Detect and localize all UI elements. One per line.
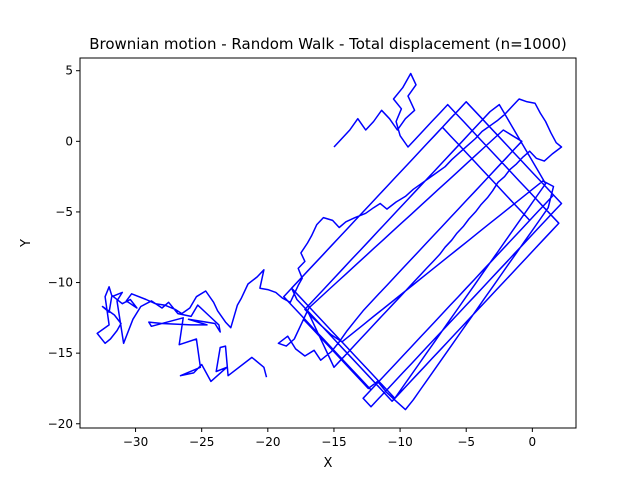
plot-area bbox=[96, 72, 563, 411]
x-tick-label: −20 bbox=[255, 435, 280, 449]
y-axis: −20 −15 −10 −5 0 5 bbox=[48, 64, 80, 431]
x-axis: −30 −25 −20 −15 −10 −5 0 bbox=[123, 428, 536, 449]
y-tick-label: −10 bbox=[48, 276, 73, 290]
x-tick-label: −30 bbox=[123, 435, 148, 449]
y-tick-label: 5 bbox=[65, 64, 73, 78]
x-tick-label: −15 bbox=[321, 435, 346, 449]
y-tick-label: −5 bbox=[55, 205, 73, 219]
x-tick-label: −25 bbox=[189, 435, 214, 449]
x-tick-label: 0 bbox=[529, 435, 537, 449]
y-axis-label: Y bbox=[19, 239, 34, 248]
walk-path-line bbox=[96, 72, 563, 411]
y-tick-label: −15 bbox=[48, 346, 73, 360]
x-axis-label: X bbox=[324, 456, 333, 471]
x-tick-label: −10 bbox=[387, 435, 412, 449]
y-tick-label: 0 bbox=[65, 134, 73, 148]
axes-frame bbox=[79, 57, 577, 429]
x-tick-label: −5 bbox=[457, 435, 475, 449]
y-tick-label: −20 bbox=[48, 417, 73, 431]
chart-title: Brownian motion - Random Walk - Total di… bbox=[89, 35, 567, 53]
